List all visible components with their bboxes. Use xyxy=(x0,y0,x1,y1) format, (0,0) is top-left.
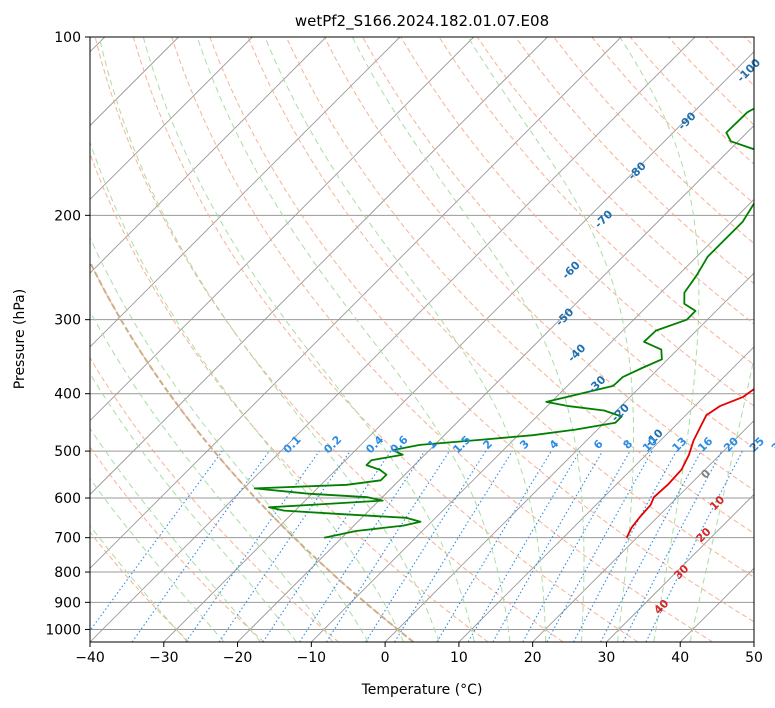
isotherm-line xyxy=(90,37,253,200)
temperature-profile-line xyxy=(625,388,754,539)
x-tick-label: 20 xyxy=(524,650,542,666)
mixing-ratio-line xyxy=(262,450,392,642)
isotherm-line xyxy=(384,272,754,642)
moist-adiabat-line xyxy=(142,37,475,642)
moist-adiabat-line xyxy=(90,372,297,642)
mixing-ratio-line xyxy=(131,450,270,642)
mixing-ratio-line xyxy=(299,450,426,642)
dry-adiabat-line xyxy=(90,356,339,642)
mixing-ratio-line xyxy=(645,450,743,642)
moist-adiabat-line xyxy=(90,427,261,642)
isotherm-line xyxy=(90,37,696,642)
dry-adiabat-line xyxy=(285,37,754,535)
isotherm-line xyxy=(163,51,754,642)
plot-frame xyxy=(89,36,755,643)
mixing-ratio-line xyxy=(185,450,320,642)
profile-series xyxy=(253,107,754,539)
dry-adiabat-line xyxy=(90,531,190,642)
y-tick-label: 100 xyxy=(54,30,81,46)
y-tick-label: 1000 xyxy=(45,622,81,638)
isotherm-line xyxy=(237,124,754,642)
x-axis-label: Temperature (°C) xyxy=(361,682,483,698)
x-tick-label: 10 xyxy=(450,650,468,666)
y-axis: 100 200 300 400 500 600 700 800 900 1000 xyxy=(45,30,90,638)
dry-adiabat-line xyxy=(323,37,754,491)
isotherm-line xyxy=(90,37,327,274)
x-tick-label: 50 xyxy=(745,650,763,666)
x-tick-label: 40 xyxy=(671,650,689,666)
dry-adiabat-line xyxy=(209,37,754,623)
y-tick-label: 700 xyxy=(54,531,81,547)
moist-adiabat-line xyxy=(90,236,369,642)
y-tick-label: 400 xyxy=(54,387,81,403)
moist-adiabat-line xyxy=(90,524,188,642)
mixing-ratio-line xyxy=(522,450,631,642)
moist-adiabat-line xyxy=(689,356,754,642)
moist-adiabat-line xyxy=(90,310,333,642)
mixing-ratio-line xyxy=(218,450,351,642)
dry-adiabat-line xyxy=(94,37,564,642)
freezing-adiabat-line xyxy=(90,259,415,642)
moist-adiabat-line xyxy=(619,37,700,642)
x-tick-label: 30 xyxy=(598,650,616,666)
dry-adiabat-line xyxy=(515,37,754,285)
x-axis: −40 −30 −20 −10 0 10 20 30 40 50 xyxy=(75,642,763,666)
isotherm-line xyxy=(532,420,754,642)
mixing-ratio-label: 30 xyxy=(769,434,775,454)
moist-adiabat-line xyxy=(351,37,585,642)
y-tick-label: 300 xyxy=(54,313,81,329)
x-tick-label: −20 xyxy=(223,650,253,666)
y-tick-label: 800 xyxy=(54,565,81,581)
y-tick-label: 600 xyxy=(54,491,81,507)
moist-adiabat-line xyxy=(264,37,547,642)
dry-adiabat-line xyxy=(90,446,265,642)
isotherm-line xyxy=(90,37,401,348)
dry-adiabat-line xyxy=(171,37,713,642)
mixing-ratio-line xyxy=(394,450,513,642)
isotherm-line xyxy=(90,37,474,422)
y-tick-label: 200 xyxy=(54,208,81,224)
x-tick-label: −40 xyxy=(75,650,105,666)
mixing-ratio-line xyxy=(325,450,450,642)
thermodynamic-background xyxy=(90,37,754,642)
isotherm-line xyxy=(90,37,548,496)
chart-title: wetPf2_S166.2024.182.01.07.E08 xyxy=(295,12,549,31)
mixing-ratio-line xyxy=(90,450,223,632)
y-tick-label: 500 xyxy=(54,444,81,460)
isotherm-line xyxy=(90,37,622,569)
mixing-ratio-line xyxy=(573,450,677,642)
x-tick-label: −30 xyxy=(149,650,179,666)
moist-adiabat-line xyxy=(90,477,225,642)
moist-adiabat-line xyxy=(98,37,440,642)
dry-adiabat-line xyxy=(132,37,639,642)
dry-adiabat-line xyxy=(438,37,754,366)
dry-adiabat-line xyxy=(362,37,754,449)
dewpoint-profile-line xyxy=(253,107,754,539)
x-tick-label: −10 xyxy=(297,650,327,666)
mixing-ratio-line xyxy=(546,450,653,642)
y-tick-label: 900 xyxy=(54,595,81,611)
dry-adiabat-line xyxy=(90,152,489,642)
isotherm-line xyxy=(458,346,754,642)
y-axis-label: Pressure (hPa) xyxy=(12,289,28,389)
isotherm-line xyxy=(606,493,754,642)
moist-adiabat-line xyxy=(196,37,511,642)
x-tick-label: 0 xyxy=(381,650,390,666)
